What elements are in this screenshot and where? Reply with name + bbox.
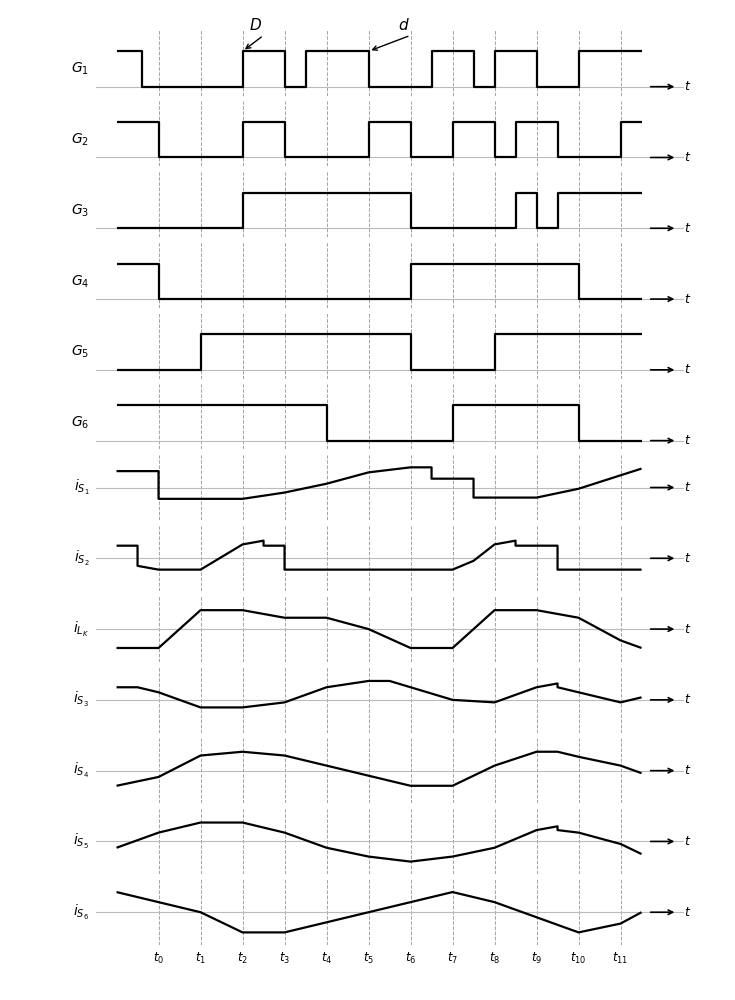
Text: $t_8$: $t_8$	[489, 951, 500, 966]
Text: $t_6$: $t_6$	[405, 951, 416, 966]
Text: $i_{L_K}$: $i_{L_K}$	[73, 620, 89, 639]
Text: $D$: $D$	[248, 17, 262, 33]
Text: $G_1$: $G_1$	[71, 61, 89, 77]
Text: $t_4$: $t_4$	[321, 951, 332, 966]
Text: $t$: $t$	[684, 434, 691, 447]
Text: $i_{S_3}$: $i_{S_3}$	[74, 690, 89, 709]
Text: $i_{S_5}$: $i_{S_5}$	[74, 832, 89, 851]
Text: $t_2$: $t_2$	[237, 951, 248, 966]
Text: $t$: $t$	[684, 764, 691, 777]
Text: $t_{11}$: $t_{11}$	[612, 951, 628, 966]
Text: $t$: $t$	[684, 623, 691, 636]
Text: $t_3$: $t_3$	[279, 951, 290, 966]
Text: $t$: $t$	[684, 222, 691, 235]
Text: $t$: $t$	[684, 80, 691, 93]
Text: $t_5$: $t_5$	[363, 951, 374, 966]
Text: $t$: $t$	[684, 151, 691, 164]
Text: $G_3$: $G_3$	[71, 202, 89, 219]
Text: $t$: $t$	[684, 906, 691, 919]
Text: $t$: $t$	[684, 693, 691, 706]
Text: $t_{10}$: $t_{10}$	[570, 951, 587, 966]
Text: $i_{S_6}$: $i_{S_6}$	[74, 903, 89, 922]
Text: $G_4$: $G_4$	[71, 273, 89, 290]
Text: $G_6$: $G_6$	[71, 415, 89, 431]
Text: $t$: $t$	[684, 835, 691, 848]
Text: $t_7$: $t_7$	[447, 951, 458, 966]
Text: $t$: $t$	[684, 481, 691, 494]
Text: $t$: $t$	[684, 363, 691, 376]
Text: $t$: $t$	[684, 552, 691, 565]
Text: $t$: $t$	[684, 293, 691, 306]
Text: $G_2$: $G_2$	[71, 132, 89, 148]
Text: $t_1$: $t_1$	[195, 951, 206, 966]
Text: $t_9$: $t_9$	[531, 951, 542, 966]
Text: $i_{S_1}$: $i_{S_1}$	[74, 478, 89, 497]
Text: $i_{S_2}$: $i_{S_2}$	[74, 549, 89, 568]
Text: $t_0$: $t_0$	[153, 951, 164, 966]
Text: $i_{S_4}$: $i_{S_4}$	[74, 761, 89, 780]
Text: $d$: $d$	[398, 17, 410, 33]
Text: $G_5$: $G_5$	[71, 344, 89, 360]
